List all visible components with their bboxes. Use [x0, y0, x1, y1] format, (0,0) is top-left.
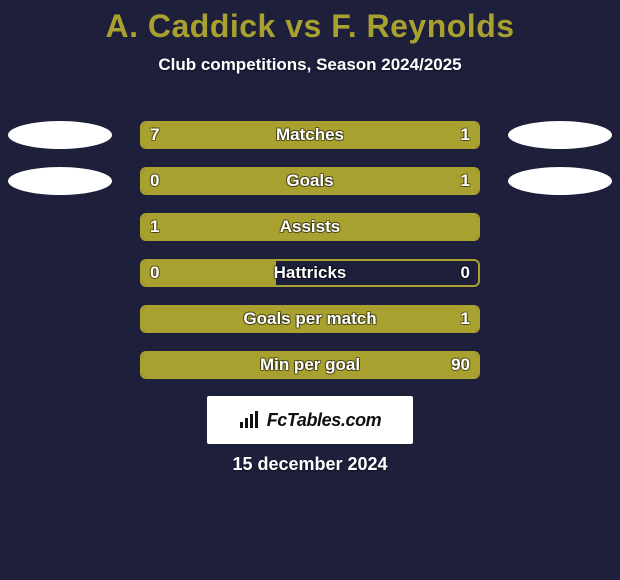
stat-value-right: 0: [461, 263, 470, 283]
player-flag-left: [8, 121, 112, 149]
stat-value-left: 0: [150, 263, 159, 283]
stat-row: 90Min per goal: [0, 342, 620, 388]
date-stamp: 15 december 2024: [0, 454, 620, 475]
stat-bar-track: [140, 213, 480, 241]
attribution-text: FcTables.com: [267, 410, 382, 431]
stat-rows: 71Matches01Goals1Assists00Hattricks1Goal…: [0, 112, 620, 388]
stat-value-right: 90: [451, 355, 470, 375]
stat-row: 01Goals: [0, 158, 620, 204]
page-title: A. Caddick vs F. Reynolds: [0, 0, 620, 45]
stat-bar-track: [140, 351, 480, 379]
stat-bar-track: [140, 121, 480, 149]
stat-value-left: 7: [150, 125, 159, 145]
stat-bar-track: [140, 167, 480, 195]
stat-bar-left: [142, 123, 404, 147]
player-flag-left: [8, 167, 112, 195]
attribution-badge: FcTables.com: [207, 396, 413, 444]
stat-bar-right: [142, 353, 478, 377]
stat-row: 71Matches: [0, 112, 620, 158]
comparison-infographic: A. Caddick vs F. Reynolds Club competiti…: [0, 0, 620, 580]
stat-value-left: 1: [150, 217, 159, 237]
stat-bar-track: [140, 259, 480, 287]
page-subtitle: Club competitions, Season 2024/2025: [0, 55, 620, 75]
stat-value-right: 1: [461, 171, 470, 191]
player-flag-right: [508, 167, 612, 195]
stat-value-right: 1: [461, 125, 470, 145]
bars-icon: [239, 411, 261, 429]
stat-bar-right: [202, 169, 478, 193]
stat-bar-track: [140, 305, 480, 333]
stat-row: 1Goals per match: [0, 296, 620, 342]
stat-bar-left: [142, 261, 276, 285]
stat-bar-right: [142, 307, 478, 331]
stat-value-right: 1: [461, 309, 470, 329]
stat-row: 1Assists: [0, 204, 620, 250]
stat-value-left: 0: [150, 171, 159, 191]
stat-bar-left: [142, 215, 478, 239]
player-flag-right: [508, 121, 612, 149]
stat-row: 00Hattricks: [0, 250, 620, 296]
